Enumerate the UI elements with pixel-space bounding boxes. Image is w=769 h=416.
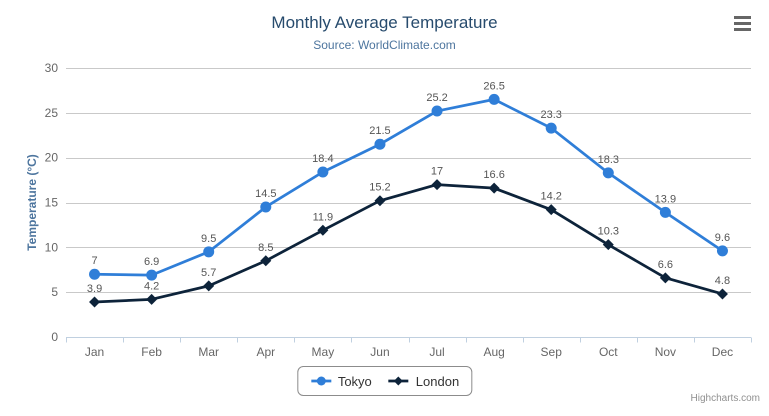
legend-item-label: London [415,373,460,389]
series-line-london [94,183,723,304]
hamburger-menu-icon [734,15,751,19]
x-axis-label: Feb [141,345,162,359]
data-point-london[interactable] [317,224,329,236]
legend-item-tokyo[interactable]: Tokyo [310,374,372,389]
data-label: 3.9 [87,283,102,295]
data-point-london[interactable] [374,195,386,207]
data-point-london[interactable] [488,182,500,194]
x-axis-label: Aug [483,345,504,359]
legend: Tokyo London [296,366,473,396]
data-label: 15.2 [369,182,390,194]
data-point-london[interactable] [602,239,614,251]
y-axis-label: 10 [45,240,59,254]
data-label: 9.5 [201,233,216,245]
x-axis-label: Jun [370,345,389,359]
data-point-tokyo[interactable] [89,268,101,280]
data-point-london[interactable] [89,296,101,308]
y-axis-label: 15 [45,196,59,210]
data-label: 7 [91,255,97,267]
data-label: 4.8 [715,275,730,287]
data-point-tokyo[interactable] [659,206,671,218]
x-axis-label: Jan [85,345,104,359]
x-axis-label: Dec [712,345,733,359]
data-label: 21.5 [369,125,390,137]
data-label: 8.5 [258,242,273,254]
legend-item-london[interactable]: London [388,374,459,389]
y-axis-label: 25 [45,106,59,120]
data-point-tokyo[interactable] [374,138,386,150]
chart-subtitle: Source: WorldClimate.com [313,38,456,52]
data-label: 4.2 [144,280,159,292]
x-axis-label: Sep [541,345,563,359]
data-label: 6.6 [658,259,673,271]
data-point-tokyo[interactable] [146,269,158,281]
data-label: 23.3 [540,109,561,121]
data-point-tokyo[interactable] [545,122,557,134]
data-point-london[interactable] [716,288,728,300]
data-point-tokyo[interactable] [317,166,329,178]
data-label: 9.6 [715,232,730,244]
y-axis-title: Temperature (°C) [25,154,39,251]
chart-title: Monthly Average Temperature [271,13,498,32]
data-point-tokyo[interactable] [488,93,500,105]
data-point-tokyo[interactable] [431,105,443,117]
data-label: 16.6 [483,169,504,181]
data-point-london[interactable] [260,255,272,267]
x-axis-label: Jul [429,345,444,359]
data-point-london[interactable] [659,272,671,284]
credits-link[interactable]: Highcharts.com [690,393,760,404]
y-axis-label: 0 [51,330,58,344]
data-label: 26.5 [483,80,504,92]
x-axis-label: Oct [599,345,618,359]
x-axis-label: Apr [256,345,275,359]
data-point-tokyo[interactable] [716,245,728,257]
diamond-marker-icon [388,376,409,386]
x-axis-label: Nov [655,345,676,359]
y-axis-label: 20 [45,151,59,165]
hamburger-menu-icon [734,21,751,25]
y-axis-label: 5 [51,285,58,299]
data-label: 11.9 [313,211,334,223]
data-point-london[interactable] [146,293,158,305]
data-label: 14.5 [255,188,276,200]
data-label: 6.9 [144,256,159,268]
data-point-london[interactable] [203,280,215,292]
data-label: 17 [431,166,443,178]
data-label: 14.2 [540,191,561,203]
series-line-tokyo [94,98,724,277]
data-label: 5.7 [201,267,216,279]
data-label: 18.4 [312,153,333,165]
context-menu-button[interactable] [731,12,755,34]
data-point-tokyo[interactable] [203,246,215,258]
data-label: 25.2 [426,92,447,104]
legend-item-label: Tokyo [337,373,372,389]
circle-marker-icon [310,376,331,386]
x-axis-label: Mar [198,345,219,359]
x-axis-label: May [312,345,335,359]
data-point-london[interactable] [431,179,443,191]
y-axis-label: 30 [45,61,59,75]
data-point-tokyo[interactable] [602,167,614,179]
data-label: 10.3 [598,226,619,238]
hamburger-menu-icon [734,27,751,31]
data-point-london[interactable] [545,204,557,216]
data-label: 18.3 [598,154,619,166]
data-point-tokyo[interactable] [260,201,272,213]
data-label: 13.9 [655,193,676,205]
